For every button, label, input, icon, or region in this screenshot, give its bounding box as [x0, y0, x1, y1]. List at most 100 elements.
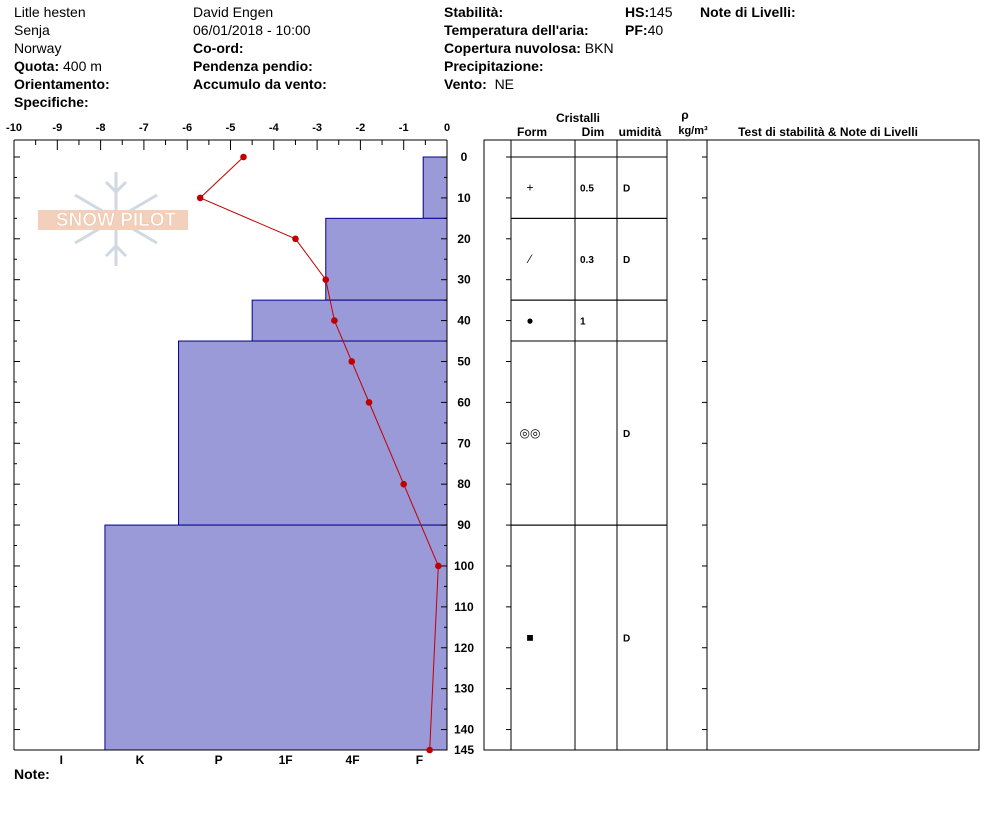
layer-form-2: ●: [526, 314, 533, 328]
pf-row: PF:40: [625, 21, 672, 39]
hardness-bar-4: [104, 524, 448, 751]
size-header: Dim: [582, 125, 605, 139]
density-unit-header: kg/m³: [678, 125, 708, 137]
hardness-bars: [104, 156, 448, 751]
cloud-row: Copertura nuvolosa: BKN: [444, 39, 614, 57]
hardness-bar-1: [325, 217, 448, 301]
rho-header: ρ: [681, 108, 688, 122]
temp-tick-label-8: -2: [356, 122, 366, 134]
temperature-point-5: [348, 358, 356, 365]
layer-size-0: 0.5: [580, 184, 594, 195]
temperature-point-4: [331, 317, 338, 324]
hardness-bar-3: [178, 340, 448, 526]
temperature-point-9: [426, 746, 433, 754]
layer-moisture-1: D: [623, 255, 630, 266]
header-col-1: Litle hesten Senja Norway Quota: 400 m O…: [14, 3, 110, 111]
layer-form-3: ◎◎: [520, 426, 541, 440]
crystals-header: Cristalli: [556, 111, 600, 125]
hs-label: HS:: [625, 4, 650, 20]
depth-tick-label-12: 120: [454, 641, 474, 655]
axes: -10 -9 -8 -7 -6 -5 -4 -3 -2 -1 0I K P 1F 4F F0102030405…: [6, 122, 474, 767]
moisture-header: umidità: [619, 125, 662, 139]
wind-label: Vento:: [444, 76, 487, 92]
wind-loading-label: Accumulo da vento:: [193, 76, 327, 92]
layer-notes-label: Note di Livelli:: [700, 4, 796, 20]
pf-label: PF:: [625, 22, 648, 38]
hardness-tick-label-2: P: [215, 753, 223, 767]
stability-label: Stabilità:: [444, 4, 504, 20]
observer-name: David Engen: [193, 4, 274, 20]
elevation-value: 400 m: [63, 58, 102, 74]
layer-size-1: 0.3: [580, 255, 594, 266]
cloud-label: Copertura nuvolosa:: [444, 40, 581, 56]
header-col-3: Stabilità: Temperatura dell'aria: Copert…: [444, 3, 614, 93]
table-frame: [483, 139, 980, 751]
hs-row: HS:145: [625, 3, 672, 21]
depth-tick-label-5: 50: [457, 354, 471, 368]
depth-tick-label-8: 80: [457, 477, 471, 491]
depth-tick-label-9: 90: [457, 518, 471, 532]
hardness-tick-label-4: 4F: [346, 753, 360, 767]
slope-label: Pendenza pendio:: [193, 58, 313, 74]
air-temp-label: Temperatura dell'aria:: [444, 22, 589, 38]
header-col-4: HS:145 PF:40: [625, 3, 672, 39]
aspect-label: Orientamento:: [14, 76, 110, 92]
depth-tick-label-13: 130: [454, 682, 474, 696]
depth-tick-label-10: 100: [454, 559, 474, 573]
hs-value: 145: [649, 4, 673, 20]
depth-tick-label-2: 20: [457, 232, 471, 246]
layer-moisture-4: D: [623, 634, 630, 645]
depth-tick-label-3: 30: [457, 273, 471, 287]
temp-tick-label-3: -7: [139, 122, 149, 134]
temp-tick-label-4: -6: [182, 122, 192, 134]
depth-tick-label-15: 145: [454, 743, 474, 757]
snowpilot-watermark: SNOW PILOT: [38, 172, 188, 266]
depth-tick-label-4: 40: [457, 314, 471, 328]
layer-table: +0.5 D ⁄ 0.3 D ● 1 ◎◎ D ■ D: [483, 139, 980, 751]
temp-tick-label-10: 0: [444, 122, 450, 134]
depth-tick-label-7: 70: [457, 436, 471, 450]
elevation-row: Quota: 400 m: [14, 57, 110, 75]
wind-value: NE: [494, 76, 515, 92]
hardness-tick-label-3: 1F: [279, 753, 293, 767]
header-col-2: David Engen 06/01/2018 - 10:00 Co-ord: P…: [193, 3, 327, 93]
temp-tick-label-2: -8: [96, 122, 106, 134]
temperature-point-8: [435, 562, 442, 570]
elevation-label: Quota:: [14, 58, 60, 74]
temp-tick-label-0: -10: [6, 122, 22, 134]
temperature-point-0: [240, 153, 247, 161]
snowflake-icon: [74, 172, 158, 266]
layer-moisture-0: D: [623, 184, 630, 195]
temp-tick-label-5: -5: [226, 122, 236, 134]
watermark-band: [38, 210, 188, 230]
depth-tick-label-0: 0: [461, 150, 468, 164]
hardness-bar-0: [422, 156, 448, 219]
temp-tick-label-6: -4: [269, 122, 280, 134]
observation-datetime: 06/01/2018 - 10:00: [193, 22, 311, 38]
temperature-point-6: [365, 399, 373, 406]
depth-tick-label-6: 60: [457, 395, 471, 409]
region-name: Senja: [14, 22, 50, 38]
location-name: Litle hesten: [14, 4, 86, 20]
watermark-text: SNOW PILOT: [56, 210, 177, 231]
tests-header: Test di stabilità & Note di Livelli: [738, 125, 918, 139]
temp-tick-label-1: -9: [52, 122, 62, 134]
wind-row: Vento: NE: [444, 75, 614, 93]
depth-tick-label-14: 140: [454, 723, 474, 737]
temperature-point-1: [196, 194, 204, 202]
pf-value: 40: [647, 22, 664, 38]
hardness-tick-label-0: I: [60, 753, 63, 767]
layer-form-0: +: [526, 181, 533, 195]
temperature-line: [199, 156, 439, 751]
layer-form-1: ⁄: [526, 252, 533, 266]
hardness-tick-label-5: F: [416, 753, 423, 767]
temperature-point-2: [292, 235, 299, 243]
coord-label: Co-ord:: [193, 40, 244, 56]
hardness-bar-2: [251, 299, 448, 342]
temperature-profile: [196, 153, 442, 754]
country-name: Norway: [14, 40, 62, 56]
depth-tick-label-1: 10: [457, 191, 471, 205]
note-label: Note:: [14, 766, 50, 782]
temperature-point-3: [322, 276, 330, 283]
